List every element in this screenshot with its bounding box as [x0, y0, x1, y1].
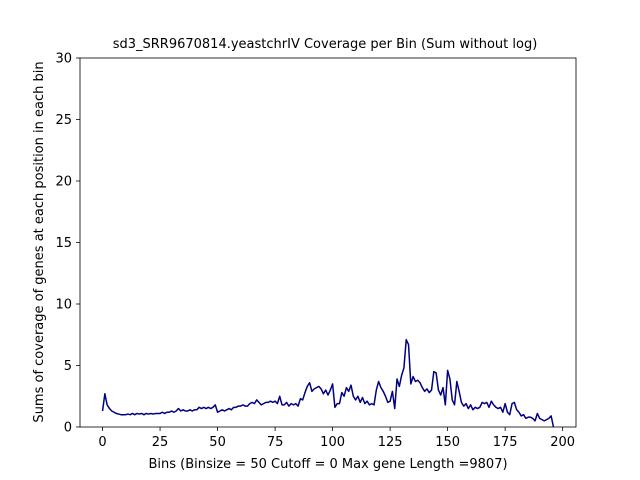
data-line	[101, 338, 555, 428]
x-tick-label: 25	[152, 435, 169, 450]
y-axis-label: Sums of coverage of genes at each positi…	[32, 61, 47, 422]
x-tick-label: 150	[435, 435, 460, 450]
y-tick-label: 10	[55, 298, 72, 313]
x-tick-label: 75	[267, 435, 284, 450]
y-tick-label: 15	[55, 236, 72, 251]
y-tick-label: 30	[55, 52, 72, 67]
chart-title: sd3_SRR9670814.yeastchrIV Coverage per B…	[113, 37, 538, 52]
x-axis-label: Bins (Binsize = 50 Cutoff = 0 Max gene L…	[148, 457, 507, 472]
x-tick-label: 50	[209, 435, 226, 450]
y-tick-label: 0	[64, 421, 72, 436]
plot-frame	[79, 57, 577, 428]
y-tick-label: 25	[55, 113, 72, 128]
y-tick-label: 5	[64, 359, 72, 374]
x-tick-label: 125	[378, 435, 403, 450]
x-tick-label: 100	[320, 435, 345, 450]
x-tick-label: 200	[550, 435, 575, 450]
x-tick-label: 0	[98, 435, 106, 450]
y-tick-label: 20	[55, 175, 72, 190]
x-tick-label: 175	[493, 435, 518, 450]
